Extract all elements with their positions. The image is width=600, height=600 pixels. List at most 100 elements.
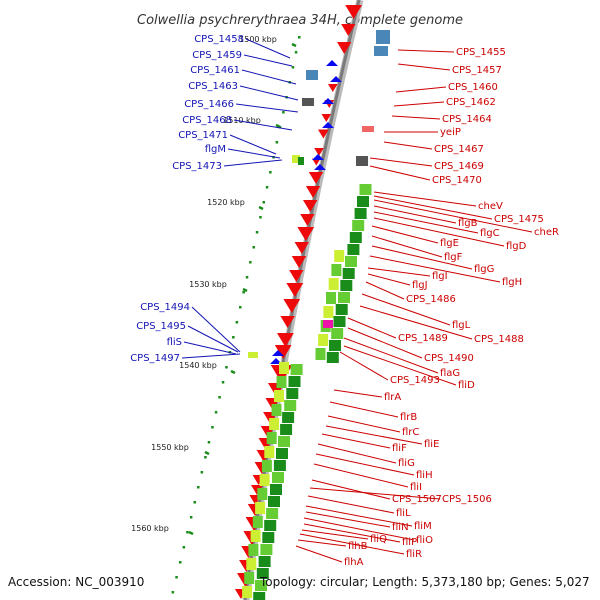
- protein-block: [278, 436, 290, 447]
- gene-leader-line: [305, 511, 391, 528]
- protein-block: [334, 250, 345, 262]
- protein-block: [292, 155, 300, 163]
- reverse-gene-glyph: [286, 283, 304, 297]
- kbp-minor-tick: [232, 336, 235, 339]
- gene-leader-line: [359, 305, 473, 340]
- gene-leader-line: [333, 389, 383, 398]
- reverse-gene-glyph: [328, 84, 338, 92]
- protein-block: [315, 348, 326, 360]
- protein-block: [253, 592, 266, 600]
- protein-block: [323, 320, 333, 328]
- protein-block: [374, 46, 388, 56]
- protein-block: [266, 432, 277, 444]
- reverse-gene-glyph: [345, 5, 362, 19]
- protein-block: [352, 220, 365, 231]
- protein-block: [354, 208, 367, 219]
- protein-block: [257, 488, 268, 500]
- kbp-label: 1520 kbp: [207, 198, 245, 207]
- reverse-gene-glyph: [318, 129, 329, 139]
- gene-label-yeip: yeiP: [440, 127, 461, 138]
- protein-block: [248, 544, 259, 556]
- kbp-minor-tick: [204, 456, 207, 459]
- kbp-major-tick: [258, 205, 264, 211]
- gene-leader-line: [313, 463, 409, 488]
- gene-label-cps-1457: CPS_1457: [452, 65, 502, 76]
- gene-label-flgb: flgB: [458, 218, 478, 229]
- kbp-minor-tick: [200, 471, 204, 474]
- gene-label-flil: fliL: [396, 508, 411, 519]
- gene-leader-line: [181, 353, 241, 359]
- protein-block: [302, 98, 314, 106]
- gene-leader-line: [373, 217, 505, 247]
- gene-label-flig: fliG: [398, 458, 415, 469]
- kbp-minor-tick: [255, 231, 259, 234]
- reverse-gene-glyph: [300, 214, 315, 226]
- gene-leader-line: [317, 443, 397, 464]
- protein-block: [270, 484, 282, 495]
- gene-label-flgc: flgC: [480, 228, 500, 239]
- reverse-gene-glyph: [283, 299, 301, 313]
- gene-label-cps-1467: CPS_1467: [434, 144, 484, 155]
- protein-block: [276, 376, 287, 388]
- protein-block: [357, 196, 369, 207]
- protein-block: [266, 508, 279, 519]
- protein-block: [347, 244, 360, 255]
- gene-leader-line: [347, 327, 423, 359]
- gene-label-cps-1475: CPS_1475: [494, 214, 544, 225]
- gene-leader-line: [311, 479, 391, 500]
- kbp-major-tick: [204, 450, 210, 456]
- reverse-gene-glyph: [341, 24, 356, 36]
- gene-leader-line: [367, 267, 431, 277]
- kbp-label: 1550 kbp: [151, 443, 189, 452]
- gene-label-flag: flaG: [440, 368, 460, 379]
- gene-label-cps-1468: CPS_1468: [182, 115, 232, 126]
- gene-label-flha: flhA: [344, 557, 364, 568]
- gene-label-flgi: flgI: [432, 271, 448, 282]
- reverse-gene-glyph: [337, 42, 352, 54]
- kbp-label: 1510 kbp: [223, 116, 261, 125]
- protein-block: [262, 532, 275, 543]
- reverse-gene-glyph: [303, 200, 318, 212]
- reverse-gene-glyph: [297, 227, 315, 241]
- reverse-gene-glyph: [291, 256, 307, 268]
- gene-label-flrc: flrC: [402, 427, 419, 438]
- gene-leader-line: [371, 245, 473, 270]
- kbp-minor-tick: [269, 171, 272, 174]
- gene-label-cps-1473: CPS_1473: [172, 161, 222, 172]
- protein-block: [290, 364, 303, 375]
- left-gene-labels: CPS_1458 CPS_1459 CPS_1461 CPS_1463 CPS_1466…: [130, 34, 244, 364]
- kbp-minor-tick: [207, 441, 211, 444]
- gene-leader-line: [243, 54, 293, 67]
- protein-block: [335, 304, 348, 315]
- right-leader-lines: [295, 49, 533, 563]
- kbp-major-tick: [242, 287, 248, 293]
- forward-gene-glyph: [312, 154, 324, 160]
- gene-label-cps-1458: CPS_1458: [194, 34, 244, 45]
- forward-gene-glyph: [330, 76, 342, 82]
- protein-block: [362, 126, 374, 132]
- gene-leader-line: [301, 529, 369, 540]
- protein-block: [252, 516, 263, 528]
- protein-block: [338, 292, 350, 303]
- gene-leader-line: [241, 69, 297, 85]
- gene-label-flin: fliN: [392, 522, 409, 533]
- gene-leader-line: [397, 63, 451, 71]
- protein-block: [272, 472, 284, 483]
- gene-leader-line: [315, 453, 415, 476]
- gene-label-cps-1462: CPS_1462: [446, 97, 496, 108]
- protein-block: [340, 280, 353, 291]
- forward-gene-glyph: [314, 164, 326, 170]
- protein-block: [359, 184, 372, 195]
- gene-leader-line: [303, 517, 415, 541]
- gene-label-cps-1460: CPS_1460: [448, 82, 498, 93]
- gene-label-flgf: flgF: [444, 252, 463, 263]
- protein-block: [331, 328, 344, 339]
- gene-label-flid: fliD: [458, 380, 475, 391]
- gene-label-cps-1455: CPS_1455: [456, 47, 506, 58]
- gene-label-cps-1469: CPS_1469: [434, 161, 484, 172]
- gene-label-chev: cheV: [478, 201, 503, 212]
- protein-block: [376, 30, 390, 44]
- protein-block: [260, 544, 273, 555]
- protein-block: [342, 268, 355, 279]
